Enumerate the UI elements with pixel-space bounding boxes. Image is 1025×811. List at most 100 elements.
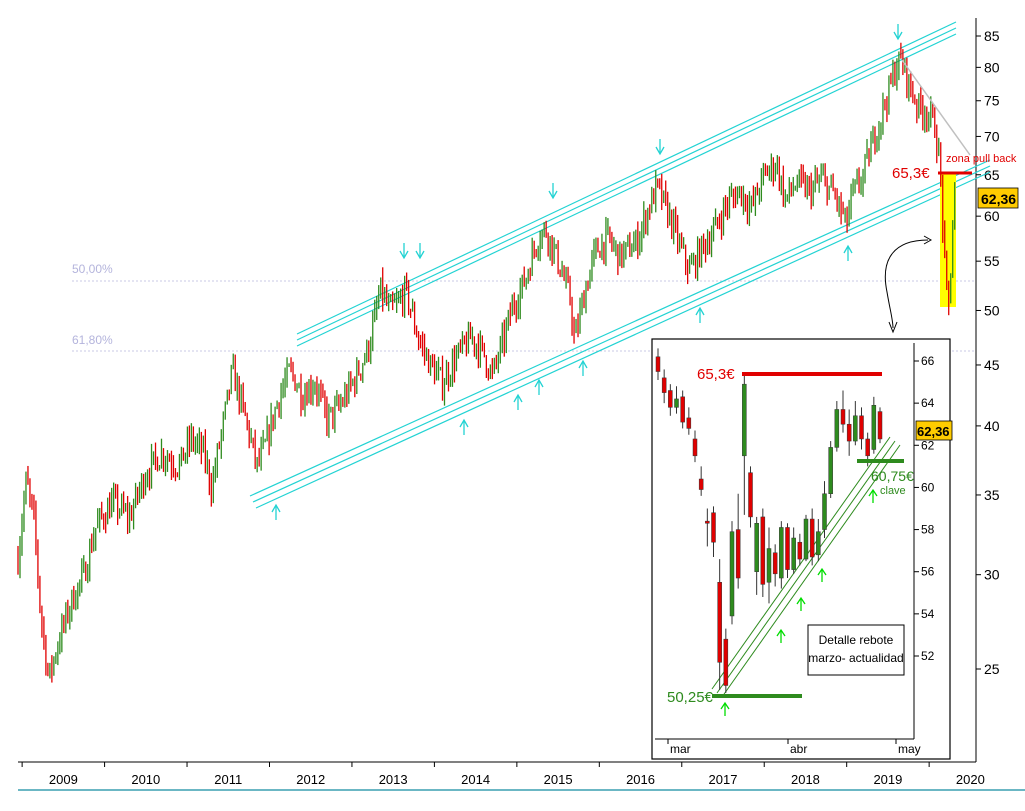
inset-arrow bbox=[796, 596, 806, 611]
resistance-arrow bbox=[548, 183, 558, 200]
inset-note-line-1: Detalle rebote bbox=[819, 633, 894, 647]
y-tick-label: 65 bbox=[984, 167, 1000, 183]
y-tick-label: 60 bbox=[984, 208, 1000, 224]
inset-candle-body bbox=[661, 377, 667, 393]
inset-support-arrows bbox=[720, 488, 878, 716]
rebound-highlight-zone bbox=[940, 173, 956, 307]
inset-last-price-value: 62,36 bbox=[917, 424, 950, 439]
inset-candle-body bbox=[772, 552, 778, 575]
inset-candle-body bbox=[655, 356, 661, 372]
inset-candles bbox=[655, 348, 883, 693]
pullback-zone-label: zona pull back bbox=[946, 153, 1017, 165]
x-tick-label: 2009 bbox=[49, 772, 78, 787]
support-arrow bbox=[459, 418, 469, 435]
inset-note-line-2: marzo- actualidad bbox=[808, 651, 903, 665]
resistance-label: 65,3€ bbox=[892, 165, 930, 182]
x-tick-label: 2016 bbox=[626, 772, 655, 787]
inset-arrow bbox=[720, 701, 730, 716]
inset-candle-body bbox=[754, 523, 759, 572]
support-arrow bbox=[843, 244, 853, 261]
inset-channel-line-3 bbox=[721, 444, 901, 698]
pullback-trendline bbox=[901, 59, 971, 156]
inset-candle-body bbox=[705, 520, 710, 524]
x-tick-label: 2014 bbox=[461, 772, 490, 787]
inset-candle-body bbox=[760, 516, 766, 585]
y-tick-label: 35 bbox=[984, 487, 1000, 503]
inset-candle-body bbox=[816, 531, 821, 556]
inset-y-tick-label: 60 bbox=[921, 480, 935, 494]
channel-lower-line-3 bbox=[255, 171, 991, 509]
y-tick-label: 25 bbox=[984, 661, 1000, 677]
inset-candle-body bbox=[846, 423, 852, 442]
inset-candle-body bbox=[877, 411, 883, 440]
inset-resistance-label: 65,3€ bbox=[697, 366, 735, 383]
inset-candle-body bbox=[729, 531, 735, 617]
inset-y-axis-ticks: 52 54 56 58 60 62 64 66 bbox=[914, 354, 935, 663]
x-tick-label: 2017 bbox=[709, 772, 738, 787]
inset-candle-body bbox=[865, 438, 870, 457]
y-tick-label: 40 bbox=[984, 418, 1000, 434]
last-price-value: 62,36 bbox=[981, 191, 1016, 207]
inset-candle-body bbox=[840, 409, 846, 425]
inset-candle-body bbox=[871, 405, 877, 450]
y-tick-label: 45 bbox=[984, 357, 1000, 373]
support-arrow bbox=[513, 393, 523, 410]
inset-x-axis-ticks: mar abr may bbox=[667, 739, 921, 756]
inset-channel bbox=[711, 436, 901, 698]
support-arrow bbox=[534, 378, 544, 395]
fib-50-label: 50,00% bbox=[72, 262, 113, 276]
main-x-axis-ticks: 2009 2010 2011 2012 2013 2014 2015 2016 2017 2018… bbox=[21, 762, 985, 787]
inset-candle-body bbox=[686, 417, 692, 429]
inset-candle-body bbox=[698, 478, 704, 490]
main-y-axis-ticks: 25 30 35 40 45 50 55 60 65 70 75 80 85 bbox=[976, 28, 1000, 677]
inset-candle-body bbox=[803, 518, 809, 560]
inset-candle-body bbox=[674, 398, 679, 408]
inset-candle-body bbox=[779, 527, 784, 579]
inset-channel-line-2 bbox=[716, 440, 896, 694]
x-tick-label: 2018 bbox=[791, 772, 820, 787]
resistance-arrow bbox=[655, 139, 665, 156]
inset-candle-body bbox=[859, 415, 864, 440]
inset-candle-body bbox=[717, 582, 722, 663]
inset-candle-body bbox=[711, 512, 716, 543]
last-price-tag bbox=[977, 187, 1019, 209]
inset-channel-line-1 bbox=[711, 436, 891, 690]
inset-last-price-tag bbox=[915, 420, 953, 441]
inset-candle-body bbox=[834, 409, 840, 448]
x-tick-label: 2013 bbox=[379, 772, 408, 787]
inset-support-label: 50,25€ bbox=[667, 689, 714, 706]
inset-candle-body bbox=[742, 383, 747, 457]
resistance-arrow bbox=[415, 243, 425, 260]
inset-arrow bbox=[776, 628, 786, 643]
inset-candle-body bbox=[853, 415, 858, 442]
price-bars bbox=[17, 42, 956, 683]
support-arrow bbox=[271, 503, 281, 520]
x-tick-label: 2020 bbox=[956, 772, 985, 787]
inset-note-box bbox=[807, 624, 905, 676]
y-tick-label: 55 bbox=[984, 253, 1000, 269]
x-tick-label: 2010 bbox=[131, 772, 160, 787]
inset-candle-body bbox=[680, 396, 685, 423]
inset-candle-body bbox=[723, 638, 729, 686]
y-tick-label: 70 bbox=[984, 128, 1000, 144]
inset-candle-body bbox=[692, 438, 698, 457]
inset-y-tick-label: 66 bbox=[921, 354, 935, 368]
channel-lower-line-2 bbox=[252, 165, 991, 503]
y-tick-label: 50 bbox=[984, 302, 1000, 318]
inset-y-tick-label: 52 bbox=[921, 649, 935, 663]
inset-candle-body bbox=[748, 472, 753, 518]
inset-candle-body bbox=[668, 390, 673, 408]
inset-candle-body bbox=[828, 447, 833, 494]
y-tick-label: 85 bbox=[984, 28, 1000, 44]
inset-candle-body bbox=[735, 529, 741, 579]
inset-x-tick-label: abr bbox=[790, 742, 807, 756]
y-tick-label: 30 bbox=[984, 567, 1000, 583]
inset-y-tick-label: 58 bbox=[921, 523, 935, 537]
inset-key-level-sublabel: clave bbox=[880, 485, 906, 497]
channel-upper-line-3 bbox=[296, 33, 957, 347]
inset-x-tick-label: may bbox=[898, 742, 921, 756]
inset-x-tick-label: mar bbox=[670, 742, 691, 756]
support-arrow bbox=[578, 359, 588, 376]
connector-arrow bbox=[884, 235, 933, 334]
